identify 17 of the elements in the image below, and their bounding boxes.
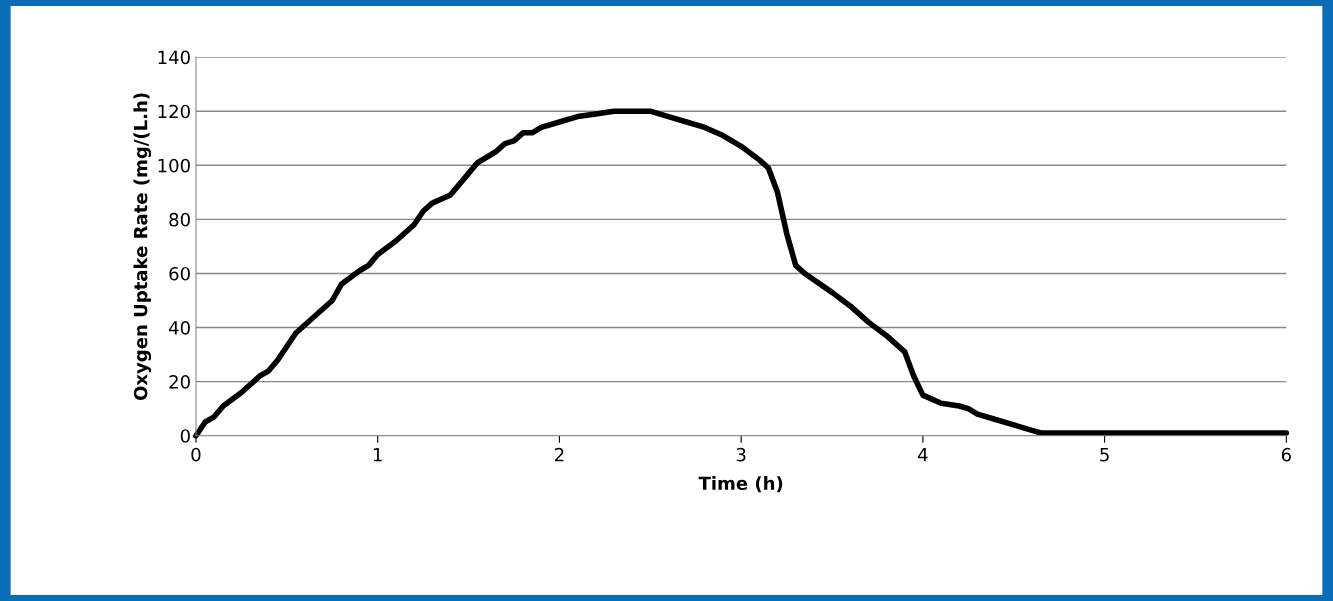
x-tick-label: 0 <box>191 447 201 462</box>
y-tick-label: 20 <box>169 375 190 389</box>
y-tick-label: 0 <box>180 429 190 443</box>
y-tick-label: 140 <box>158 50 190 65</box>
y-tick-label: 40 <box>169 321 190 335</box>
x-tick-label: 5 <box>1100 448 1109 462</box>
y-axis-title: Oxygen Uptake Rate (mg/(L.h) <box>133 93 152 401</box>
x-tick-label: 1 <box>373 448 382 462</box>
y-tick-label: 120 <box>158 104 190 119</box>
x-tick-label: 2 <box>554 447 564 462</box>
x-tick-label: 4 <box>918 448 928 462</box>
x-axis-title: Time (h) <box>698 476 783 493</box>
y-tick-label: 60 <box>169 266 190 281</box>
x-tick-label: 3 <box>736 447 746 462</box>
x-tick-label: 6 <box>1281 447 1291 462</box>
y-tick-label: 100 <box>158 158 190 173</box>
y-tick-label: 80 <box>169 212 190 227</box>
